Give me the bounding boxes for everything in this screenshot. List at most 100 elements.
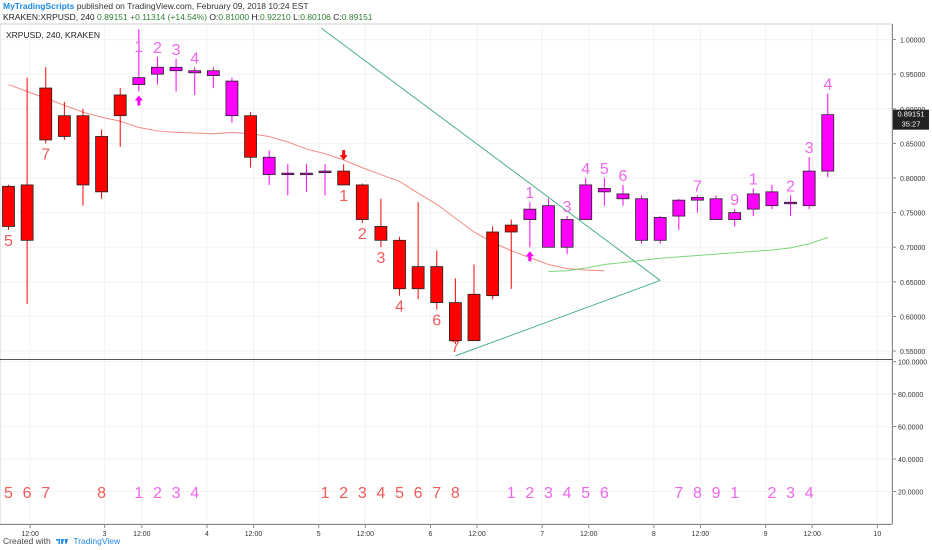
candle-body: [76, 115, 90, 186]
open-label: O:: [209, 12, 219, 22]
lower-count-label: 5: [4, 485, 13, 502]
candle-body: [486, 231, 500, 297]
candle-body: [411, 266, 425, 290]
candle-body: [709, 198, 723, 220]
candle-body: [765, 191, 779, 207]
candle-body: [355, 184, 369, 220]
time-tick-label: 12:00: [21, 531, 39, 538]
setup-count-label: 3: [172, 42, 181, 59]
price-tick-label: 0.75000: [900, 211, 925, 218]
setup-count-label: 3: [376, 250, 385, 267]
arrow-up-icon: [525, 251, 534, 262]
price-tick-label: 0.55000: [900, 349, 925, 356]
moving-average-red: [8, 84, 605, 272]
lower-count-label: 2: [767, 485, 776, 502]
tradingview-link[interactable]: TradingView: [73, 536, 121, 546]
moving-average-green: [548, 237, 828, 272]
lower-tick-label: 80.0000: [898, 392, 923, 399]
price-tick-label: 0.85000: [900, 141, 925, 148]
setup-count-label: 6: [619, 168, 628, 185]
lower-count-label: 2: [153, 485, 162, 502]
setup-count-label: 4: [395, 299, 404, 316]
candle-body: [746, 193, 760, 210]
time-tick-label: 12:00: [245, 531, 263, 538]
last-price-tag: 0.89151 35:27: [893, 109, 929, 130]
price-tick-label: 1.00000: [900, 38, 925, 45]
last-price: 0.89151: [97, 12, 128, 22]
high-label: H:: [251, 12, 260, 22]
candle-body: [318, 170, 332, 173]
lower-count-label: 8: [693, 485, 702, 502]
published-text: published on TradingView.com, February 0…: [76, 1, 309, 11]
lower-count-label: 2: [525, 485, 534, 502]
price-tick-label: 0.80000: [900, 176, 925, 183]
lower-count-label: 4: [376, 485, 385, 502]
setup-count-label: 7: [451, 339, 460, 356]
candle-body: [802, 170, 816, 207]
lower-count-label: 7: [674, 485, 683, 502]
setup-count-label: 6: [432, 313, 441, 330]
lower-count-label: 1: [134, 485, 143, 502]
lower-axis: 100.0000 80.0000 60.0000 40.0000 20.0000: [892, 360, 927, 497]
close-value: 0.89151: [341, 12, 373, 22]
candle-body: [225, 80, 239, 117]
signal-arrows: [134, 95, 534, 262]
setup-count-label: 4: [823, 77, 832, 94]
candle-body: [95, 136, 108, 193]
high-value: 0.92210: [259, 12, 291, 22]
lower-count-label: 5: [581, 485, 590, 502]
time-tick-label: 12:00: [692, 531, 710, 538]
symbol-info: KRAKEN:XRPUSD, 240: [3, 12, 95, 22]
time-tick-label: 12:00: [803, 531, 821, 538]
lower-count-label: 1: [507, 485, 516, 502]
candle-body: [653, 217, 667, 241]
setup-count-label: 1: [749, 171, 758, 188]
candle-body: [2, 185, 15, 227]
candle-body: [20, 184, 34, 241]
setup-count-label: 9: [730, 192, 739, 209]
trendline: [455, 279, 661, 357]
candle-body: [635, 198, 648, 241]
candle-body: [616, 193, 630, 200]
candle-body: [393, 239, 406, 290]
close-label: C:: [333, 12, 342, 22]
lower-count-label: 7: [41, 485, 50, 502]
candle-body: [281, 172, 295, 176]
candle-body: [39, 87, 53, 141]
time-tick-label: 4: [205, 531, 209, 538]
author-link[interactable]: MyTradingScripts: [3, 1, 75, 11]
tradingview-logo-icon: [56, 539, 69, 545]
created-with-text: Created with: [3, 536, 51, 546]
time-tick-label: 12:00: [468, 531, 486, 538]
publish-info: MyTradingScripts published on TradingVie…: [3, 1, 309, 11]
lower-tick-label: 100.0000: [898, 360, 927, 367]
lower-count-label: 4: [563, 485, 572, 502]
candle-body: [821, 114, 835, 172]
setup-count-label: 3: [563, 199, 572, 216]
lower-count-label: 8: [451, 485, 460, 502]
candle-body: [728, 212, 742, 220]
candle-body: [262, 156, 276, 175]
lower-count-label: 1: [730, 485, 739, 502]
time-tick-label: 12:00: [133, 531, 151, 538]
arrow-up-icon: [134, 95, 143, 106]
candle-body: [151, 66, 164, 75]
ohlc-line: KRAKEN:XRPUSD, 240 0.89151 +0.11314 (+14…: [3, 12, 373, 22]
lower-count-label: 8: [97, 485, 106, 502]
candle-body: [113, 94, 127, 117]
price-axis: 1.000000.950000.900000.850000.800000.750…: [892, 38, 925, 356]
lower-count-label: 6: [23, 485, 32, 502]
lower-count-label: 3: [786, 485, 795, 502]
candle-body: [374, 226, 388, 241]
setup-count-label: 4: [190, 50, 199, 67]
candle-body: [430, 266, 444, 303]
setup-count-label: 5: [600, 161, 609, 178]
lower-tick-label: 20.0000: [898, 490, 923, 497]
footer: Created with TradingView: [3, 536, 120, 546]
lower-count-label: 2: [339, 485, 348, 502]
time-tick-label: 7: [540, 531, 544, 538]
last-price-tag-box: [893, 109, 929, 130]
lower-count-label: 6: [600, 485, 609, 502]
